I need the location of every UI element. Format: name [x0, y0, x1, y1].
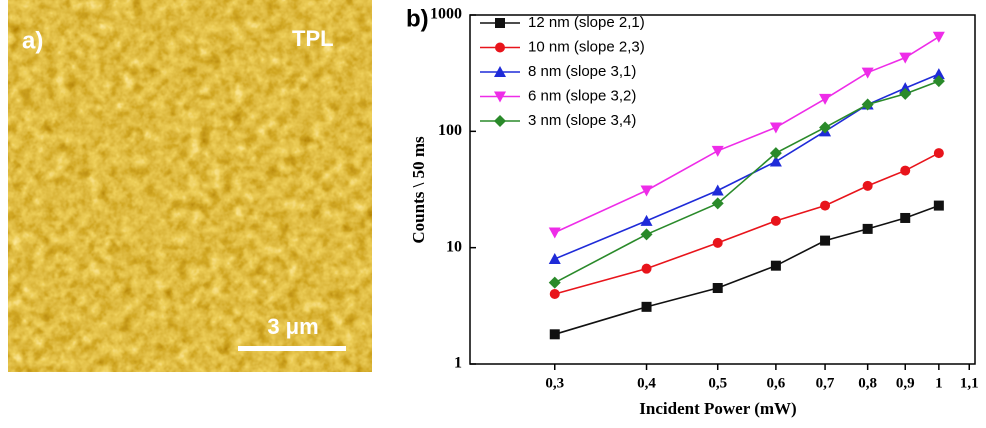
y-tick-label: 10	[446, 238, 462, 255]
legend-label: 3 nm (slope 3,4)	[528, 112, 636, 129]
marker	[770, 260, 781, 271]
marker	[712, 237, 723, 248]
x-tick-label: 0,7	[816, 375, 835, 391]
marker	[711, 197, 724, 210]
marker	[862, 223, 873, 234]
x-tick-label: 0,4	[637, 375, 656, 391]
marker	[711, 184, 724, 196]
y-tick-label: 1	[454, 355, 462, 372]
series-line	[554, 80, 940, 284]
x-tick-label: 0,3	[545, 375, 564, 391]
afm-image	[8, 0, 372, 372]
marker	[899, 87, 912, 100]
marker	[769, 122, 782, 134]
marker	[933, 148, 944, 159]
marker	[900, 212, 911, 223]
legend-label: 10 nm (slope 2,3)	[528, 38, 645, 55]
marker	[770, 215, 781, 226]
series-line	[554, 204, 940, 336]
marker	[769, 147, 782, 160]
legend-marker	[495, 18, 505, 28]
legend-label: 8 nm (slope 3,1)	[528, 63, 636, 80]
marker	[641, 301, 652, 312]
scale-bar-label: 3 μm	[267, 314, 318, 339]
marker	[819, 121, 832, 134]
x-axis-label: Incident Power (mW)	[639, 399, 796, 418]
series-line	[554, 36, 940, 234]
marker	[900, 165, 911, 176]
marker	[932, 31, 945, 43]
series-line	[554, 152, 940, 295]
marker	[820, 235, 831, 246]
x-tick-label: 0,6	[767, 375, 786, 391]
marker	[640, 214, 653, 226]
marker	[548, 252, 561, 264]
marker	[711, 145, 724, 157]
scale-bar	[238, 346, 346, 351]
marker	[933, 200, 944, 211]
marker	[932, 68, 945, 80]
marker	[549, 329, 560, 340]
marker	[549, 288, 560, 299]
marker	[861, 98, 874, 111]
x-tick-label: 0,9	[896, 375, 915, 391]
marker	[769, 155, 782, 167]
marker	[899, 82, 912, 94]
series-line	[554, 73, 940, 260]
marker	[862, 180, 873, 191]
marker	[641, 263, 652, 274]
y-axis-label: Counts \ 50 ms	[409, 136, 428, 244]
marker	[819, 93, 832, 105]
x-tick-label: 1,1	[960, 375, 979, 391]
marker	[861, 67, 874, 79]
x-tick-label: 0,8	[858, 375, 877, 391]
legend-marker	[494, 91, 506, 103]
legend-label: 6 nm (slope 3,2)	[528, 87, 636, 104]
legend-label: 12 nm (slope 2,1)	[528, 14, 645, 31]
panel-label: b)	[406, 5, 429, 32]
plot-frame	[469, 14, 976, 365]
marker	[548, 276, 561, 289]
legend-marker	[495, 42, 505, 53]
marker	[820, 200, 831, 211]
marker	[712, 283, 723, 294]
panel-label: a)	[22, 27, 43, 54]
panel-title: TPL	[292, 26, 334, 51]
marker	[640, 185, 653, 197]
marker	[548, 227, 561, 239]
marker	[899, 52, 912, 64]
x-tick-label: 0,5	[708, 375, 727, 391]
marker	[932, 75, 945, 88]
legend-marker	[494, 115, 506, 127]
legend-marker	[494, 66, 506, 77]
y-tick-label: 1000	[430, 6, 462, 23]
x-tick-label: 1	[935, 375, 943, 391]
marker	[640, 228, 653, 241]
y-tick-label: 100	[438, 122, 462, 139]
